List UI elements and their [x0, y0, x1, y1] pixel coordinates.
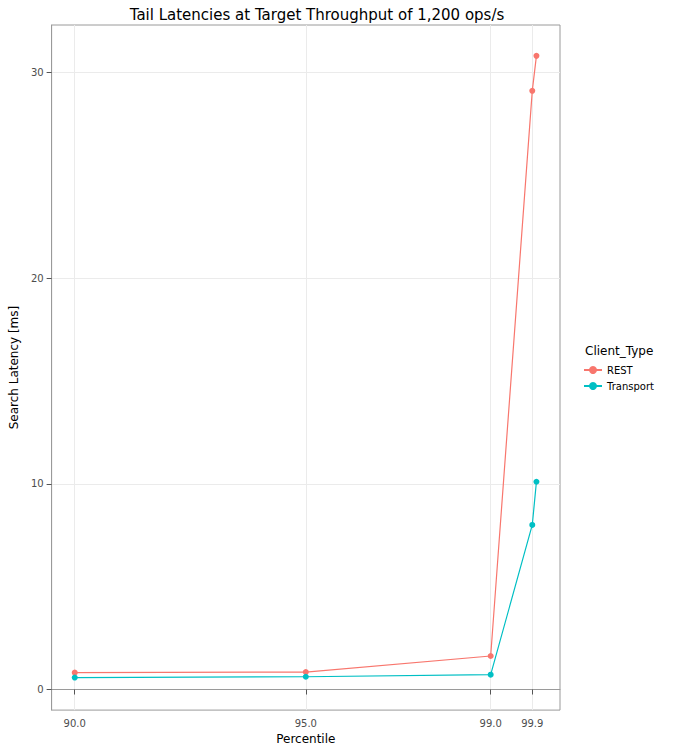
svg-text:99.0: 99.0 — [480, 718, 502, 729]
svg-text:REST: REST — [607, 365, 634, 376]
svg-text:Transport: Transport — [606, 381, 654, 392]
svg-text:90.0: 90.0 — [64, 718, 86, 729]
svg-text:10: 10 — [31, 478, 44, 489]
svg-text:Search Latency [ms]: Search Latency [ms] — [7, 306, 21, 430]
svg-text:Percentile: Percentile — [276, 732, 335, 746]
svg-text:0: 0 — [37, 684, 43, 695]
svg-text:95.0: 95.0 — [295, 718, 317, 729]
svg-text:Tail Latencies at Target Throu: Tail Latencies at Target Throughput of 1… — [129, 6, 505, 24]
svg-text:20: 20 — [31, 273, 44, 284]
svg-text:Client_Type: Client_Type — [585, 344, 653, 358]
svg-text:99.9: 99.9 — [521, 718, 543, 729]
svg-text:30: 30 — [31, 67, 44, 78]
